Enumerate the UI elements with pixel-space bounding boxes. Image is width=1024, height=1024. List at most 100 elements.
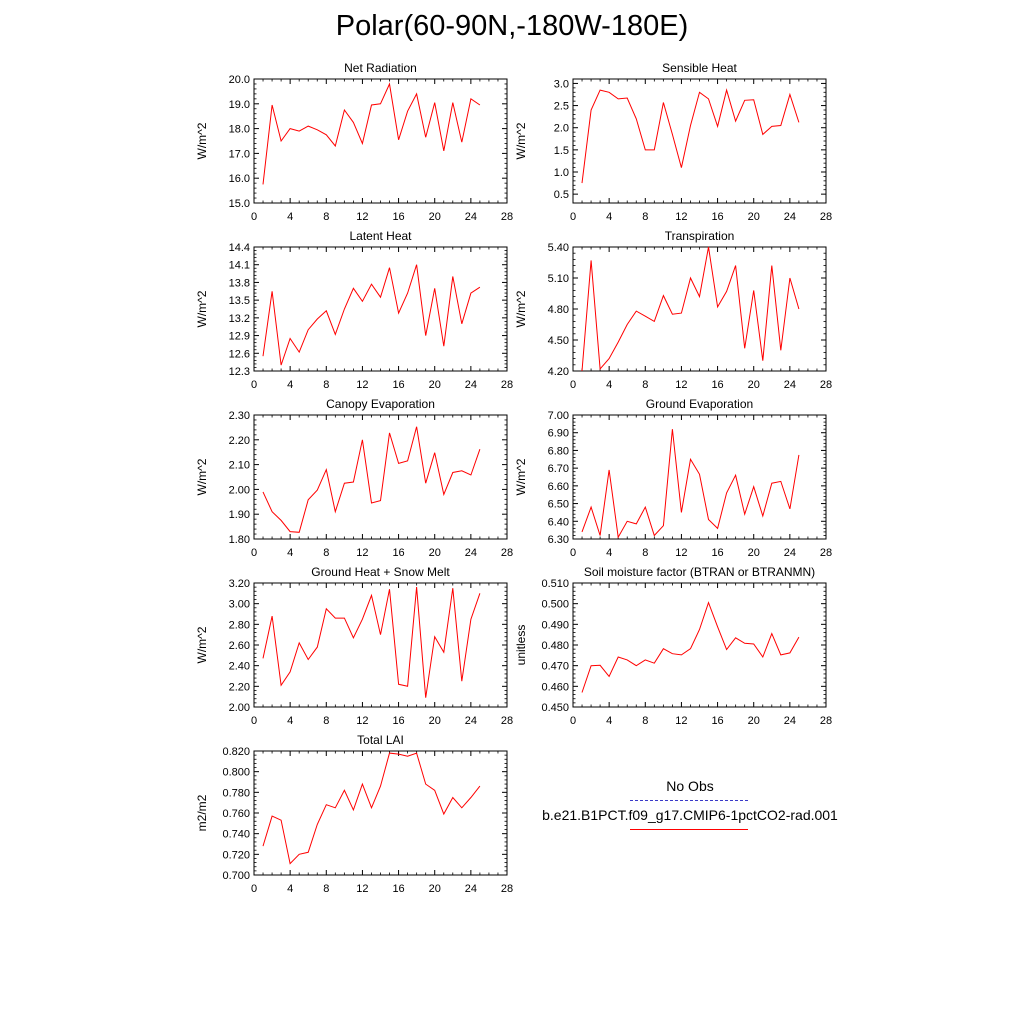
- y-tick-label: 0.760: [222, 808, 250, 820]
- y-tick-label: 6.30: [548, 534, 569, 546]
- y-tick-label: 0.720: [222, 849, 250, 861]
- plot-frame: [253, 78, 508, 204]
- series-line: [262, 587, 481, 698]
- y-tick-label: 3.00: [229, 599, 250, 611]
- y-tick-label: 16.0: [229, 173, 250, 185]
- x-tick-label: 24: [465, 883, 477, 895]
- x-tick-label: 24: [465, 715, 477, 727]
- x-tick-label: 4: [606, 547, 612, 559]
- x-tick-label: 28: [820, 211, 832, 223]
- x-tick-label: 8: [642, 379, 648, 391]
- y-tick-label: 2.00: [229, 702, 250, 714]
- panel-title: Ground Evaporation: [646, 397, 753, 411]
- y-tick-label: 2.30: [229, 410, 250, 422]
- x-tick-label: 28: [501, 715, 513, 727]
- plot-panel: Ground Evaporation W/m^2 0 4 8 12 16 20 24 28 6.30…: [514, 397, 832, 559]
- x-tick-label: 28: [501, 547, 513, 559]
- x-tick-label: 16: [392, 211, 404, 223]
- plot-panel: Canopy Evaporation W/m^2 0 4 8 12 16 20 24 28 1.80…: [195, 397, 513, 559]
- y-tick-label: 5.10: [548, 273, 569, 285]
- x-tick-label: 24: [784, 211, 796, 223]
- x-tick-label: 16: [392, 715, 404, 727]
- x-tick-label: 12: [356, 715, 368, 727]
- y-tick-label: 0.780: [222, 787, 250, 799]
- x-tick-label: 0: [251, 715, 257, 727]
- series-line: [262, 264, 481, 366]
- x-tick-label: 16: [711, 547, 723, 559]
- x-tick-label: 8: [642, 715, 648, 727]
- x-tick-label: 24: [465, 211, 477, 223]
- x-tick-label: 16: [392, 883, 404, 895]
- y-tick-label: 2.5: [554, 101, 569, 113]
- x-tick-label: 12: [675, 547, 687, 559]
- y-tick-label: 3.20: [229, 578, 250, 590]
- x-tick-label: 28: [501, 883, 513, 895]
- y-tick-label: 0.740: [222, 829, 250, 841]
- legend-line-no-obs: [630, 800, 748, 801]
- x-tick-label: 4: [287, 211, 293, 223]
- y-tick-label: 18.0: [229, 124, 250, 136]
- y-tick-label: 1.90: [229, 509, 250, 521]
- x-tick-label: 12: [356, 379, 368, 391]
- x-tick-label: 12: [356, 883, 368, 895]
- y-tick-label: 2.20: [229, 435, 250, 447]
- series-line: [581, 601, 800, 693]
- y-tick-label: 6.70: [548, 463, 569, 475]
- x-tick-label: 4: [287, 715, 293, 727]
- x-tick-label: 0: [251, 379, 257, 391]
- x-tick-label: 4: [606, 715, 612, 727]
- x-tick-label: 12: [356, 547, 368, 559]
- y-tick-label: 12.6: [229, 348, 250, 360]
- legend-label-model-run: b.e21.B1PCT.f09_g17.CMIP6-1pctCO2-rad.00…: [542, 807, 838, 823]
- series-line: [262, 752, 481, 865]
- x-tick-label: 8: [323, 211, 329, 223]
- x-tick-label: 28: [820, 715, 832, 727]
- x-tick-label: 24: [784, 715, 796, 727]
- y-tick-label: 14.1: [229, 260, 250, 272]
- x-tick-label: 12: [356, 211, 368, 223]
- x-tick-label: 20: [429, 547, 441, 559]
- y-tick-label: 0.450: [541, 702, 569, 714]
- plot-frame: [253, 582, 508, 708]
- panel-title: Soil moisture factor (BTRAN or BTRANMN): [584, 565, 815, 579]
- x-tick-label: 8: [642, 211, 648, 223]
- y-tick-label: 19.0: [229, 99, 250, 111]
- x-tick-label: 16: [392, 379, 404, 391]
- y-tick-label: 2.40: [229, 661, 250, 673]
- y-tick-label: 4.80: [548, 304, 569, 316]
- panel-title: Canopy Evaporation: [326, 397, 435, 411]
- page-title: Polar(60-90N,-180W-180E): [335, 10, 689, 42]
- y-tick-label: 1.80: [229, 534, 250, 546]
- x-tick-label: 0: [251, 547, 257, 559]
- y-tick-label: 14.4: [229, 242, 250, 254]
- x-tick-label: 8: [323, 715, 329, 727]
- x-tick-label: 20: [429, 715, 441, 727]
- y-tick-label: 0.510: [541, 578, 569, 590]
- panel-title: Total LAI: [357, 733, 404, 747]
- x-tick-label: 12: [675, 379, 687, 391]
- plot-panel: Transpiration W/m^2 0 4 8 12 16 20 24 28 4.20 4.50 4…: [514, 229, 832, 391]
- x-tick-label: 20: [429, 883, 441, 895]
- series-line: [262, 426, 481, 533]
- y-tick-label: 2.20: [229, 681, 250, 693]
- x-tick-label: 24: [465, 547, 477, 559]
- plot-panel: Soil moisture factor (BTRAN or BTRANMN) u…: [514, 565, 832, 727]
- y-tick-label: 3.0: [554, 78, 569, 90]
- plot-frame: [572, 78, 827, 204]
- x-tick-label: 28: [820, 547, 832, 559]
- x-tick-label: 12: [675, 715, 687, 727]
- x-tick-label: 24: [784, 379, 796, 391]
- legend-line-model-run: [630, 829, 748, 830]
- series-line: [581, 88, 800, 184]
- x-tick-label: 28: [820, 379, 832, 391]
- series-line: [581, 429, 800, 539]
- plot-frame: [572, 414, 827, 540]
- panel-title: Transpiration: [665, 229, 735, 243]
- y-tick-label: 0.490: [541, 619, 569, 631]
- plot-frame: [253, 414, 508, 540]
- y-axis-label: W/m^2: [195, 122, 209, 159]
- series-line: [581, 246, 800, 372]
- y-axis-label: W/m^2: [195, 458, 209, 495]
- y-tick-label: 1.5: [554, 145, 569, 157]
